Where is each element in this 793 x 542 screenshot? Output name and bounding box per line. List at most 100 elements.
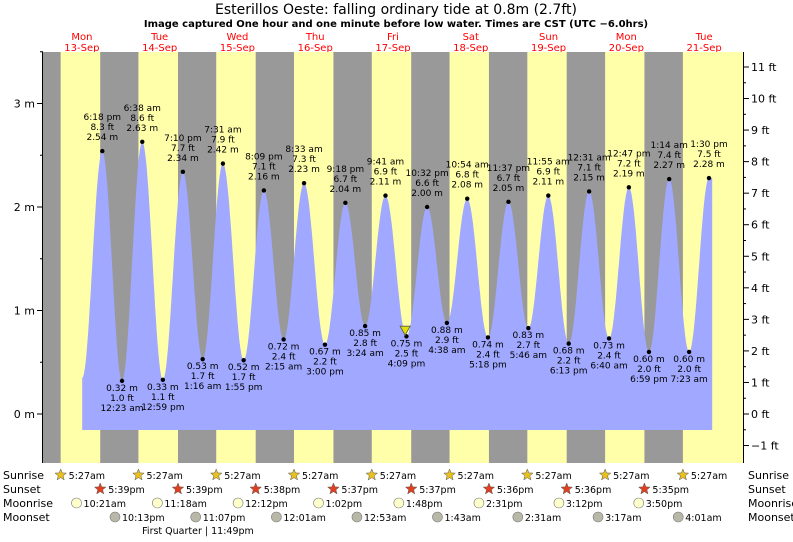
sunset-time: 5:38pm <box>264 485 301 496</box>
tide-extreme-label: 7:23 am <box>670 375 707 385</box>
tide-extreme-point <box>322 342 328 347</box>
day-name-label: Sat <box>463 32 479 43</box>
tide-extreme-label: 0.33 m <box>147 383 179 393</box>
right-axis-tick-label: 7 ft <box>751 187 770 200</box>
tide-extreme-label: 1.7 ft <box>191 372 215 382</box>
tide-extreme-label: 2.00 m <box>411 189 443 199</box>
moonset-row-label: Moonset <box>3 511 50 524</box>
day-name-label: Mon <box>616 32 637 43</box>
right-axis-tick-label: 9 ft <box>751 124 770 137</box>
moonrise-icon <box>393 497 405 509</box>
moonrise-row-label-right: Moonrise <box>748 497 793 510</box>
tide-extreme-label: 2.16 m <box>248 172 280 182</box>
tide-extreme-label: 2.23 m <box>288 165 320 175</box>
tide-extreme-point <box>220 161 226 166</box>
tide-extreme-point <box>180 169 186 175</box>
moonrise-icon <box>71 497 82 509</box>
day-date-label: 20-Sep <box>609 43 644 54</box>
sunset-row-label: Sunset <box>3 483 41 496</box>
tide-extreme-label: 5:46 am <box>510 351 547 361</box>
tide-extreme-point <box>343 200 348 206</box>
moonset-time: 12:01am <box>283 513 325 524</box>
tide-extreme-label: 8.6 ft <box>130 114 154 124</box>
tide-extreme-label: 2.4 ft <box>597 351 621 361</box>
tide-extreme-point <box>667 176 672 182</box>
moonrise-time: 3:50pm <box>646 499 683 510</box>
sunrise-icon <box>520 468 534 481</box>
sunrise-time: 5:27am <box>146 471 182 482</box>
sunrise-time: 5:27am <box>224 471 260 482</box>
tide-extreme-label: 7.7 ft <box>171 144 195 154</box>
day-name-label: Wed <box>227 32 249 43</box>
tide-extreme-label: 1:55 pm <box>225 383 263 393</box>
moonset-time: 12:53am <box>364 513 406 524</box>
sunset-time: 5:39pm <box>108 485 145 496</box>
tide-extreme-label: 2.11 m <box>532 178 564 188</box>
tide-extreme-label: 1:30 pm <box>690 140 728 150</box>
tide-extreme-point <box>626 185 632 190</box>
day-name-label: Tue <box>150 32 168 43</box>
tide-extreme-label: 2.5 ft <box>395 349 419 359</box>
tide-extreme-label: 2.4 ft <box>476 350 500 360</box>
sunset-icon <box>560 482 574 495</box>
tide-extreme-point <box>100 148 105 154</box>
tide-extreme-label: 0.53 m <box>187 362 219 372</box>
tide-extreme-label: 1.0 ft <box>110 394 134 404</box>
sunset-time: 5:36pm <box>575 485 612 496</box>
sunrise-icon <box>54 468 68 481</box>
sunrise-icon <box>365 468 379 481</box>
right-axis-tick-label: 8 ft <box>751 156 770 169</box>
tide-extreme-label: 0.73 m <box>593 341 625 351</box>
tide-extreme-point <box>140 139 145 144</box>
tide-extreme-label: 0.68 m <box>553 347 585 357</box>
right-axis-tick-label: 2 ft <box>751 345 770 358</box>
tide-extreme-label: 3:24 am <box>346 349 383 359</box>
tide-extreme-label: 7.1 ft <box>577 163 601 173</box>
tide-extreme-point <box>301 180 307 186</box>
right-axis-tick-label: 10 ft <box>751 93 777 106</box>
day-date-label: 17-Sep <box>375 43 410 54</box>
tide-extreme-label: 0.72 m <box>268 342 300 352</box>
tide-extreme-label: 0.60 m <box>633 355 665 365</box>
tide-area <box>82 141 713 431</box>
moonset-icon <box>271 511 282 523</box>
moonset-row-label-right: Moonset <box>748 511 793 524</box>
tide-extreme-label: 7.5 ft <box>697 150 721 160</box>
tide-extreme-point <box>706 175 712 181</box>
chart-title: Esterillos Oeste: falling ordinary tide … <box>215 2 577 18</box>
tide-extreme-label: 12:59 pm <box>141 403 184 413</box>
moonrise-row-label: Moonrise <box>3 497 53 510</box>
tide-extreme-label: 2.28 m <box>693 160 725 170</box>
tide-extreme-point <box>546 193 551 198</box>
right-axis-tick-label: 0 ft <box>751 408 770 421</box>
moonrise-time: 12:12pm <box>245 499 288 510</box>
tide-extreme-label: 7.3 ft <box>292 155 316 165</box>
right-axis-tick-label: 11 ft <box>751 61 777 74</box>
tide-extreme-point <box>424 204 430 210</box>
moonrise-icon <box>473 497 485 509</box>
sunrise-time: 5:27am <box>691 471 727 482</box>
sunrise-time: 5:27am <box>380 471 416 482</box>
tide-extreme-point <box>160 377 166 383</box>
tide-extreme-label: 2.15 m <box>573 173 605 183</box>
tide-extreme-label: 0.67 m <box>309 348 341 358</box>
tide-extreme-label: 2.7 ft <box>517 341 541 351</box>
moonset-time: 11:07pm <box>203 513 246 524</box>
moonset-icon <box>109 511 121 523</box>
sunset-row-label-right: Sunset <box>748 483 786 496</box>
tide-extreme-label: 6.9 ft <box>536 168 560 178</box>
day-name-label: Mon <box>71 32 92 43</box>
tide-extreme-label: 10:54 am <box>446 161 489 171</box>
tide-extreme-label: 2.2 ft <box>557 357 581 367</box>
tide-extreme-label: 1.1 ft <box>151 393 175 403</box>
tide-extreme-point <box>200 356 205 362</box>
tide-extreme-point <box>261 188 267 193</box>
right-axis-tick-label: 5 ft <box>751 250 770 263</box>
moonset-icon <box>512 511 524 523</box>
sunset-time: 5:39pm <box>186 485 223 496</box>
tide-extreme-label: 9:41 am <box>367 158 404 168</box>
tide-extreme-label: 7:31 am <box>204 126 241 136</box>
